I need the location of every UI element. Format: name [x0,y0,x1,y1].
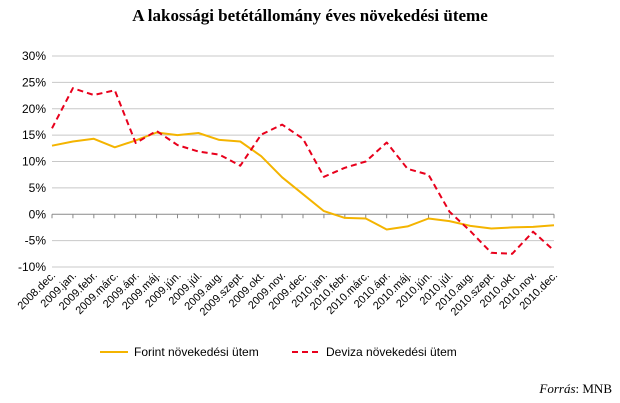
y-tick-label: 20% [22,102,46,116]
legend: Forint növekedési ütem Deviza növekedési … [100,345,457,359]
x-axis-ticks: 2008.dec.2009.jan.2009.febr.2009.márc.20… [15,214,560,318]
y-tick-label: 0% [29,207,47,221]
y-tick-label: -10% [18,260,46,274]
source-value: : MNB [575,381,612,396]
series-lines [51,87,555,255]
y-tick-label: 15% [22,128,46,142]
legend-label: Forint növekedési ütem [134,345,259,359]
source-note: Forrás: MNB [539,381,612,397]
source-label: Forrás [539,381,576,396]
legend-label: Deviza növekedési ütem [326,345,457,359]
series-line-deviza [51,87,555,255]
y-axis-ticks: 30% 25% 20% 15% 10% 5% 0% -5% -10% [18,49,46,274]
y-tick-label: 25% [22,75,46,89]
y-tick-label: 10% [22,155,46,169]
y-tick-label: 30% [22,49,46,63]
gridlines [52,55,554,268]
y-tick-label: 5% [29,181,47,195]
chart-title: A lakossági betétállomány éves növekedés… [132,6,488,25]
y-tick-label: -5% [25,234,47,248]
